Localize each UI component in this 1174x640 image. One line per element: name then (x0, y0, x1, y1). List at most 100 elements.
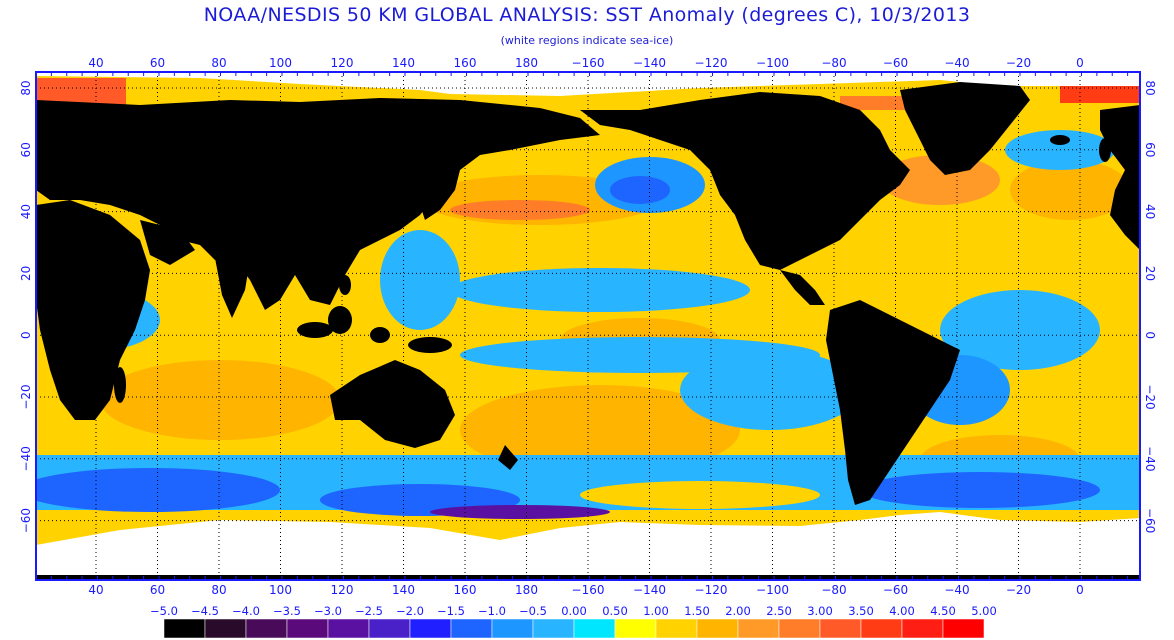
scale-swatch (450, 618, 493, 639)
scale-label: 5.00 (971, 604, 997, 618)
scale-label: 2.00 (725, 604, 751, 618)
latitude-label: 60 (19, 142, 33, 157)
latitude-label: 40 (1143, 204, 1157, 219)
scale-swatch (737, 618, 780, 639)
scale-label: −2.0 (396, 604, 424, 618)
scale-swatch (819, 618, 862, 639)
scale-label: −1.5 (437, 604, 465, 618)
longitude-label: 40 (88, 583, 103, 597)
scale-swatch (286, 618, 329, 639)
longitude-label: 140 (392, 583, 415, 597)
latitude-label: −40 (1143, 446, 1157, 471)
scale-swatch (327, 618, 370, 639)
scale-swatch (942, 618, 985, 639)
longitude-label: −140 (633, 583, 666, 597)
latitude-label: −60 (1143, 508, 1157, 533)
latitude-label: 40 (19, 204, 33, 219)
anomaly-field (36, 72, 1140, 580)
longitude-label: 100 (269, 583, 292, 597)
scale-label: 3.50 (848, 604, 874, 618)
latitude-label: −20 (19, 384, 33, 409)
scale-swatch (655, 618, 698, 639)
longitude-label: 40 (88, 56, 103, 70)
scale-swatch (696, 618, 739, 639)
scale-swatch (614, 618, 657, 639)
longitude-label: −160 (572, 56, 605, 70)
longitude-label: −60 (883, 56, 908, 70)
longitude-label: 140 (392, 56, 415, 70)
latitude-labels-right: 80 60 40 20 0 −20 −40 −60 (1143, 80, 1157, 533)
scale-label: 4.00 (889, 604, 915, 618)
latitude-labels-left: 80 60 40 20 0 −20 −40 −60 (19, 80, 33, 533)
scale-label: 0.00 (561, 604, 587, 618)
longitude-label: 160 (454, 583, 477, 597)
scale-swatch (778, 618, 821, 639)
longitude-label: 120 (331, 56, 354, 70)
longitude-label: 0 (1076, 56, 1084, 70)
longitude-label: −100 (756, 583, 789, 597)
latitude-label: −40 (19, 446, 33, 471)
scale-swatch (245, 618, 288, 639)
color-scale-labels: −5.0 −4.5 −4.0 −3.5 −3.0 −2.5 −2.0 −1.5 −1.0 −0.5… (150, 604, 997, 618)
latitude-label: −20 (1143, 384, 1157, 409)
scale-label: −1.0 (478, 604, 506, 618)
longitude-label: −120 (695, 583, 728, 597)
scale-label: −0.5 (519, 604, 547, 618)
latitude-label: 80 (19, 80, 33, 95)
longitude-label: −160 (572, 583, 605, 597)
latitude-label: 20 (19, 266, 33, 281)
latitude-label: 0 (19, 331, 33, 339)
scale-label: 0.50 (602, 604, 628, 618)
longitude-label: −80 (821, 56, 846, 70)
longitude-label: 160 (454, 56, 477, 70)
latitude-label: 0 (1143, 331, 1157, 339)
scale-swatch (901, 618, 944, 639)
longitude-label: −20 (1006, 56, 1031, 70)
longitude-label: 80 (211, 56, 226, 70)
longitude-label: 80 (211, 583, 226, 597)
scale-label: 3.00 (807, 604, 833, 618)
scale-label: 1.50 (684, 604, 710, 618)
longitude-label: −140 (633, 56, 666, 70)
longitude-label: −100 (756, 56, 789, 70)
longitude-label: −80 (821, 583, 846, 597)
scale-label: −4.0 (232, 604, 260, 618)
scale-label: −3.5 (273, 604, 301, 618)
longitude-labels-bottom: 40 60 80 100 120 140 160 180 −160 −140 −120 −100 −80… (88, 583, 1083, 597)
map-subtitle: (white regions indicate sea-ice) (500, 34, 674, 47)
longitude-label: −20 (1006, 583, 1031, 597)
scale-swatch (532, 618, 575, 639)
longitude-label: 120 (331, 583, 354, 597)
scale-swatch (163, 618, 206, 639)
scale-label: 2.50 (766, 604, 792, 618)
scale-label: −5.0 (150, 604, 178, 618)
map-frame (35, 71, 1141, 581)
scale-swatch (573, 618, 616, 639)
longitude-label: −60 (883, 583, 908, 597)
longitude-label: 60 (150, 56, 165, 70)
color-scale-bar (163, 618, 985, 639)
scale-swatch (860, 618, 903, 639)
longitude-label: −120 (695, 56, 728, 70)
longitude-label: −40 (944, 583, 969, 597)
scale-swatch (409, 618, 452, 639)
longitude-label: 100 (269, 56, 292, 70)
longitude-label: −40 (944, 56, 969, 70)
scale-label: −3.0 (314, 604, 342, 618)
map-title: NOAA/NESDIS 50 KM GLOBAL ANALYSIS: SST A… (203, 4, 971, 26)
scale-label: −4.5 (191, 604, 219, 618)
longitude-label: 0 (1076, 583, 1084, 597)
longitude-labels-top: 40 60 80 100 120 140 160 180 −160 −140 −120 −100 −80… (88, 56, 1083, 70)
scale-swatch (491, 618, 534, 639)
latitude-label: 60 (1143, 142, 1157, 157)
latitude-label: 20 (1143, 266, 1157, 281)
scale-swatch (368, 618, 411, 639)
graticule (36, 72, 1140, 580)
latitude-label: −60 (19, 508, 33, 533)
latitude-label: 80 (1143, 80, 1157, 95)
longitude-label: 60 (150, 583, 165, 597)
scale-swatch (204, 618, 247, 639)
scale-label: 4.50 (930, 604, 956, 618)
longitude-label: 180 (515, 583, 538, 597)
